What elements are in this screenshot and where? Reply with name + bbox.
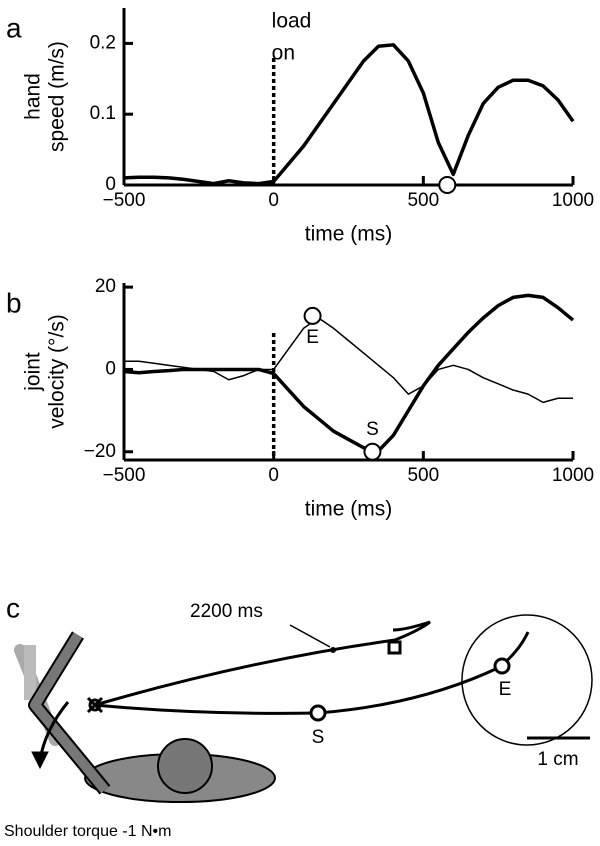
x-tick-label: 0 [268,190,279,211]
y-tick-label: 0.2 [90,32,116,53]
x-tick-label: −500 [103,465,146,486]
y-tick-label: 20 [95,276,116,297]
x-tick-label: 1000 [552,190,594,211]
cross-marker [86,696,104,714]
annotation: load [272,10,312,33]
y-tick-label: 0 [105,174,116,195]
x-tick-label: 500 [407,465,439,486]
x-tick-label: 0 [268,465,279,486]
y-axis-label: velocity (°/s) [46,314,69,429]
pointer [289,624,331,648]
line [123,293,575,453]
y-tick-label: 0 [105,358,116,379]
start-label: S [312,727,325,748]
y-tick-label: −20 [84,441,116,462]
caption: Shoulder torque -1 N•m [4,823,171,840]
arm [30,632,109,794]
marker-label: S [366,419,379,440]
panel-label: c [6,592,20,623]
trajectory [94,631,530,715]
y-axis-label: speed (m/s) [46,41,69,152]
time-label: 2200 ms [190,601,263,622]
arrow-head [31,751,49,770]
marker [438,176,457,194]
diagram [14,614,593,803]
scale-label: 1 cm [537,749,578,770]
y-axis-label: hand [22,73,45,120]
annotation: on [272,42,295,65]
y-axis-label: joint [22,352,45,392]
square-marker [387,640,402,655]
marker-label: E [306,327,319,348]
end-label: E [499,679,512,700]
line [124,317,573,404]
target [461,614,593,746]
marker [303,306,322,325]
x-tick-label: 1000 [552,465,594,486]
start-marker [309,704,327,722]
time-point [330,647,336,653]
x-tick-label: 500 [407,190,439,211]
line [123,43,575,186]
x-tick-label: −500 [103,190,146,211]
trajectory [94,620,431,707]
head [157,738,213,794]
y-tick-label: 0.1 [90,103,116,124]
panel-label: b [6,287,22,318]
panel-label: a [6,12,22,43]
marker [363,442,382,461]
x-axis-label: time (ms) [305,223,393,246]
end-marker [493,657,511,675]
x-axis-label: time (ms) [305,498,393,521]
cross-marker [88,698,102,712]
